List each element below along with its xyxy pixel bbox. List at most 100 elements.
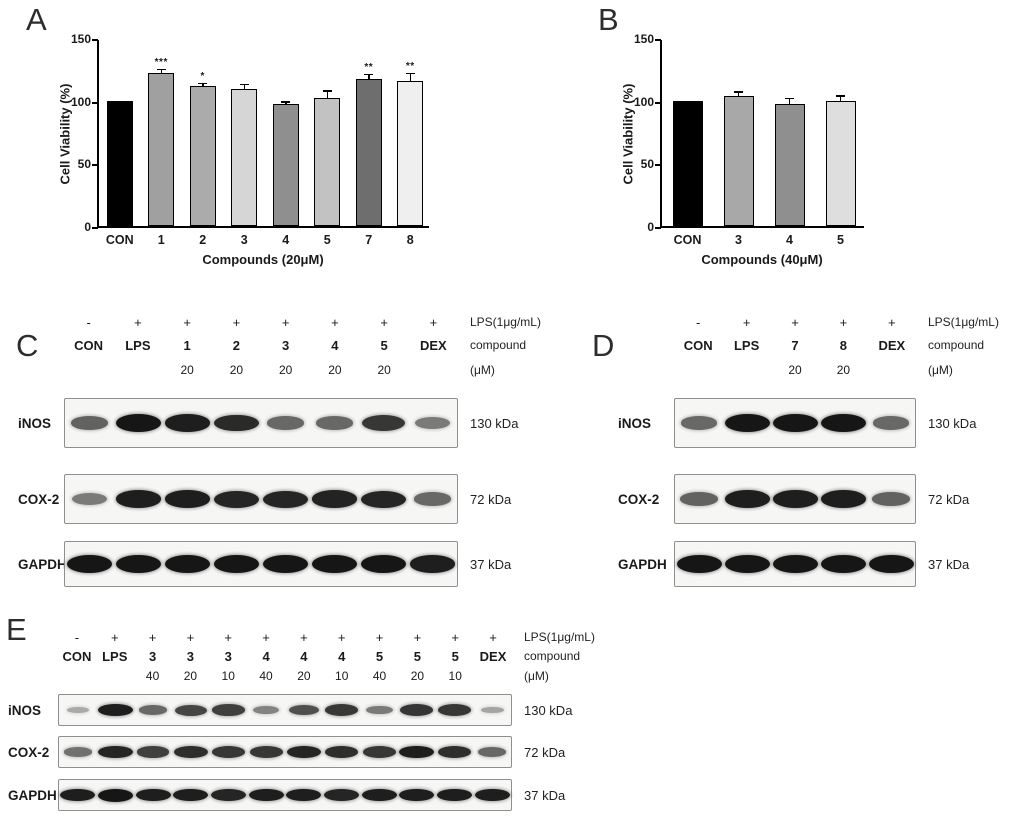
- blot-lane: [360, 705, 398, 715]
- lane-value: 3: [186, 648, 195, 664]
- bar: [314, 98, 341, 226]
- concentration-row: 20 20 20 20 20 (μM): [12, 358, 541, 382]
- blot-lane: [675, 555, 723, 573]
- protein-band: [311, 490, 358, 508]
- error-bar-cap: [239, 83, 249, 86]
- y-axis-tick: [655, 101, 661, 104]
- lane-value: 20: [328, 363, 342, 377]
- protein-band: [414, 492, 451, 506]
- protein-band: [438, 704, 471, 716]
- lane-value: [674, 363, 722, 377]
- protein-band: [267, 416, 304, 430]
- lane-value: [409, 363, 458, 377]
- y-axis-tick: [655, 164, 661, 167]
- blot-lane: [675, 416, 723, 430]
- lane-values: 20 20 20 20 20: [64, 363, 458, 377]
- panel-label-c: C: [16, 328, 39, 363]
- blot-lane: [723, 555, 771, 573]
- protein-label: iNOS: [8, 702, 42, 718]
- header-annotation: LPS(1μg/mL): [470, 315, 541, 329]
- protein-band: [361, 490, 406, 508]
- blot-lane: [819, 555, 867, 573]
- header-annotation: (μM): [470, 363, 495, 377]
- protein-band: [478, 747, 507, 757]
- protein-band: [263, 490, 308, 508]
- protein-label: COX-2: [8, 744, 50, 760]
- lane-value: 20: [836, 363, 851, 377]
- protein-label: COX-2: [18, 491, 60, 507]
- blot-lane: [310, 490, 359, 508]
- y-tick-label: 0: [84, 220, 91, 234]
- lane-value: +: [148, 629, 157, 645]
- protein-band: [872, 416, 910, 430]
- lane-value: 4: [262, 648, 270, 664]
- blot-lane: [114, 555, 163, 573]
- lane-value: 10: [221, 669, 235, 683]
- blot-lane: [210, 788, 248, 802]
- error-bar: [737, 91, 740, 96]
- blot-lane: [247, 705, 285, 715]
- lane-value: +: [429, 314, 438, 330]
- blot-lane: [97, 703, 135, 717]
- protein-band: [115, 490, 162, 508]
- x-category-label: CON: [673, 233, 702, 247]
- blot-lane: [172, 704, 210, 716]
- lane-value: +: [300, 629, 308, 645]
- blot-lane: [65, 555, 114, 573]
- protein-band: [480, 706, 504, 714]
- lane-value: LPS: [125, 337, 151, 353]
- lane-name-row: CON LPS 1 2 3 4 5 DEX compound: [12, 332, 541, 358]
- x-category-label: 3: [735, 233, 742, 247]
- lane-value: 1: [183, 337, 191, 353]
- protein-band: [872, 492, 910, 506]
- lane-value: CON: [683, 337, 713, 353]
- bar: [272, 104, 299, 226]
- lane-value: 20: [377, 363, 391, 377]
- blot-lane: [867, 555, 915, 573]
- protein-band: [676, 555, 722, 573]
- blot-lane: [97, 788, 135, 802]
- blot-lane: [323, 788, 361, 802]
- western-blot-panel-e: - + + + + + + + + + + + LPS(1μg/mL) CON LPS 3 3 3 4 4 4 5 5 5 DE…: [6, 620, 595, 811]
- blot-lane: [867, 492, 915, 506]
- blot-lane: [436, 788, 474, 802]
- lane-value: +: [337, 629, 346, 645]
- significance-stars: ***: [154, 57, 168, 69]
- lane-value: DEX: [878, 337, 906, 353]
- protein-label: GAPDH: [618, 556, 667, 572]
- protein-band: [214, 414, 259, 432]
- blot-lane: [359, 555, 408, 573]
- blot-row: GAPDH 37 kDa: [12, 541, 541, 587]
- protein-band: [316, 416, 353, 430]
- protein-band: [213, 555, 260, 573]
- lane-value: +: [380, 314, 388, 330]
- x-category-label: 1: [157, 233, 165, 247]
- x-category-label: CON: [105, 233, 134, 247]
- error-bar: [285, 101, 287, 105]
- bar: [397, 80, 424, 226]
- panel-label-a: A: [26, 2, 47, 37]
- blot-lane: [261, 490, 310, 508]
- lane-value: 5: [375, 648, 384, 664]
- error-bar-cap: [281, 101, 291, 103]
- protein-band: [70, 416, 109, 430]
- protein-band: [115, 414, 162, 432]
- lane-value: 4: [331, 337, 339, 353]
- protein-band: [409, 555, 456, 573]
- panel-label-e: E: [6, 612, 27, 647]
- protein-band: [400, 704, 434, 716]
- lane-value: LPS: [733, 337, 760, 353]
- protein-band: [212, 746, 245, 758]
- lane-value: 7: [791, 337, 799, 353]
- protein-band: [262, 555, 309, 573]
- blot-image: [674, 541, 916, 587]
- blot-lane: [59, 706, 97, 714]
- lane-values: CON LPS 3 3 3 4 4 4 5 5 5 DEX: [58, 649, 512, 664]
- lane-value: 20: [278, 363, 293, 377]
- lane-value: CON: [62, 648, 92, 664]
- protein-band: [137, 746, 170, 758]
- protein-band: [173, 788, 209, 802]
- error-bar-cap: [405, 72, 415, 75]
- blot-lane: [867, 416, 915, 430]
- kda-label: 72 kDa: [524, 744, 566, 760]
